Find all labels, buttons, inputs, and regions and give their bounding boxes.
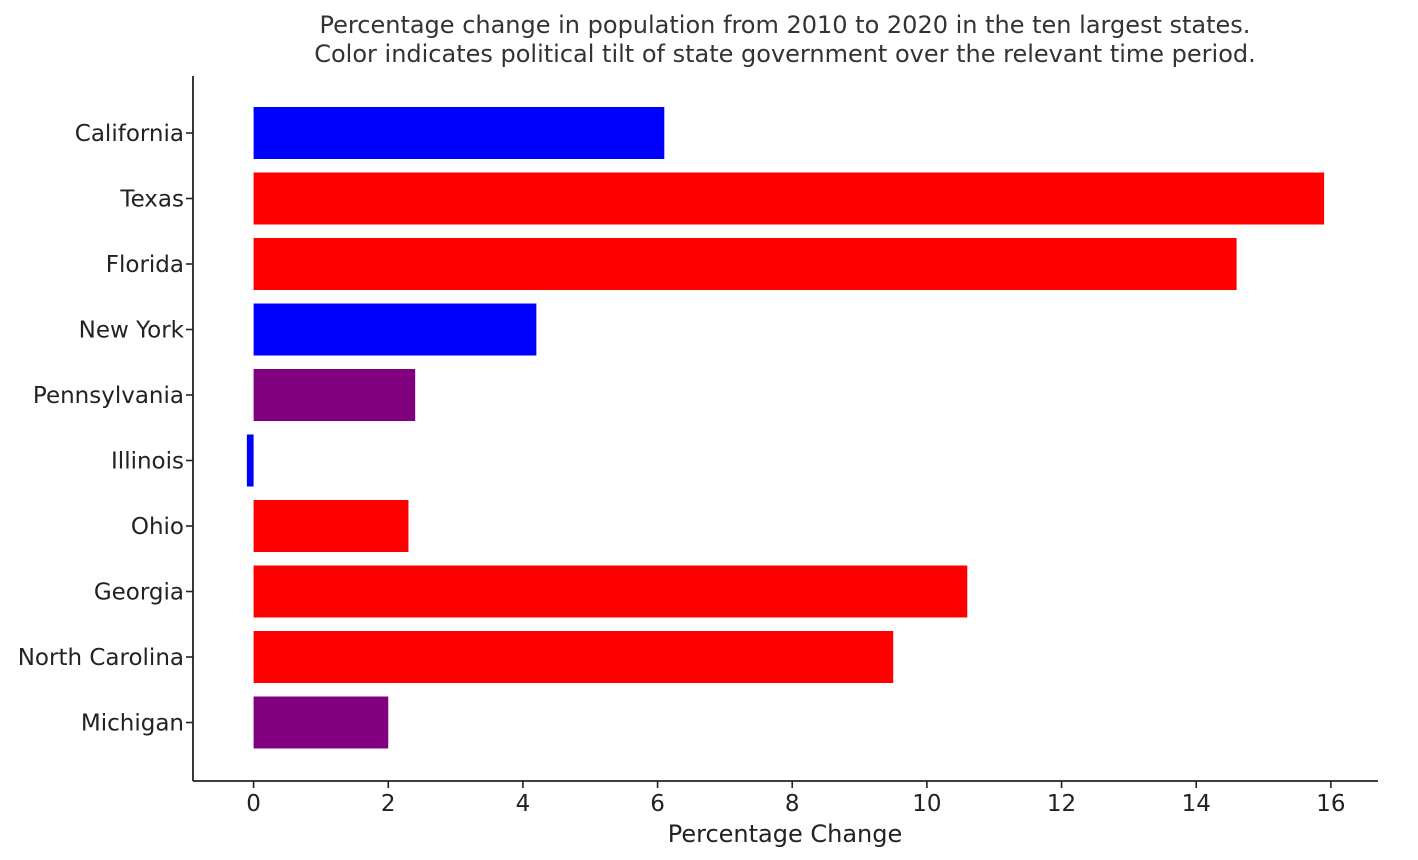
y-ticks-layer: California Texas Florida New York Pennsylvan… (18, 121, 193, 737)
y-tick-label-texas: Texas (119, 187, 184, 213)
bar-california (253, 107, 665, 159)
y-tick-label-illinois: Illinois (111, 449, 184, 475)
bar-michigan (253, 696, 389, 749)
bar-north-carolina (253, 631, 894, 683)
bar-new-york (253, 303, 537, 356)
x-tick-label: 0 (246, 791, 261, 817)
x-tick-label: 2 (381, 791, 396, 817)
x-tick-label: 14 (1182, 791, 1211, 817)
bar-ohio (253, 500, 409, 552)
y-tick-label-california: California (75, 121, 184, 147)
bar-florida (253, 238, 1237, 290)
y-tick-label-michigan: Michigan (81, 711, 184, 737)
bar-georgia (253, 565, 968, 618)
y-tick-label-pennsylvania: Pennsylvania (33, 383, 184, 409)
x-tick-label: 12 (1047, 791, 1076, 817)
y-tick-label-new-york: New York (79, 318, 185, 344)
x-axis-label: Percentage Change (668, 820, 903, 848)
bar-pennsylvania (253, 369, 416, 421)
x-tick-label: 6 (650, 791, 665, 817)
x-ticks-layer: 0 2 4 6 8 10 12 14 16 (246, 781, 1346, 817)
chart-title: Percentage change in population from 201… (320, 11, 1251, 39)
y-tick-label-georgia: Georgia (94, 580, 184, 606)
x-tick-label: 8 (785, 791, 800, 817)
x-tick-label: 10 (912, 791, 941, 817)
x-tick-label: 16 (1316, 791, 1345, 817)
y-tick-label-north-carolina: North Carolina (18, 645, 184, 671)
y-tick-label-florida: Florida (106, 252, 184, 278)
x-tick-label: 4 (516, 791, 531, 817)
bar-illinois (246, 434, 254, 487)
y-tick-label-ohio: Ohio (131, 514, 184, 540)
bars-layer (246, 107, 1325, 749)
chart-subtitle: Color indicates political tilt of state … (314, 40, 1256, 68)
bar-texas (253, 172, 1325, 225)
